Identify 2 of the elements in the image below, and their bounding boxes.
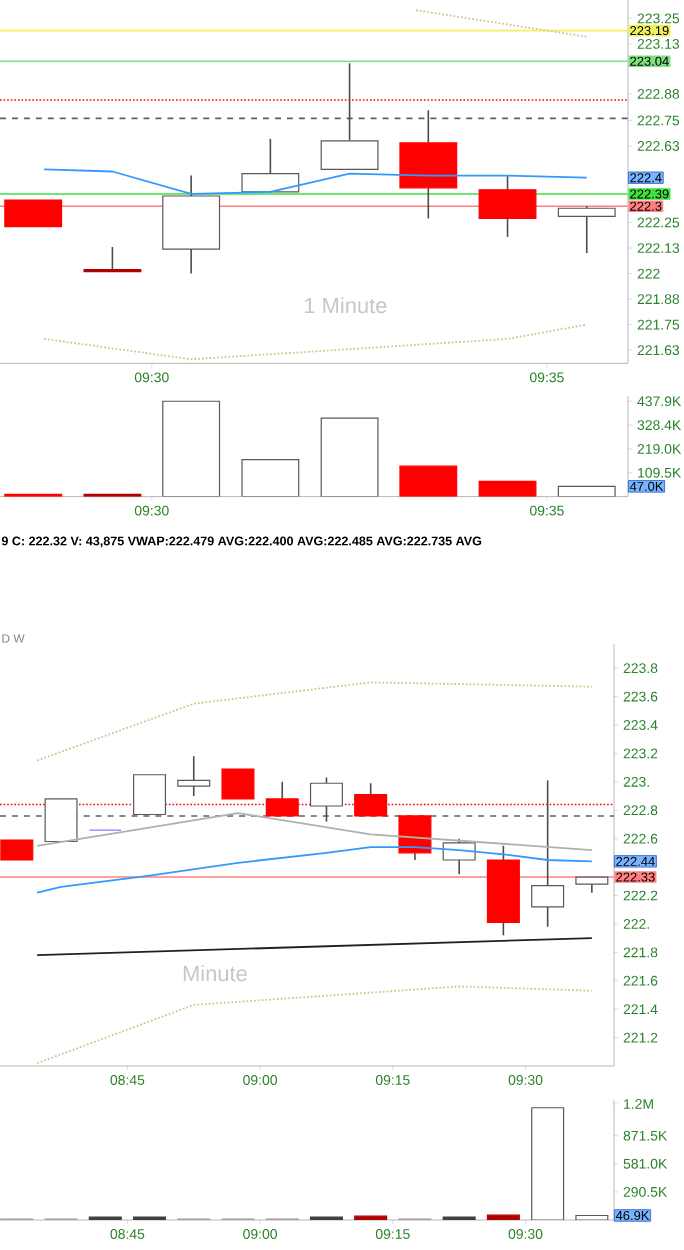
annotation: 1 Minute	[305, 297, 387, 314]
annotation: Minute	[183, 965, 247, 982]
